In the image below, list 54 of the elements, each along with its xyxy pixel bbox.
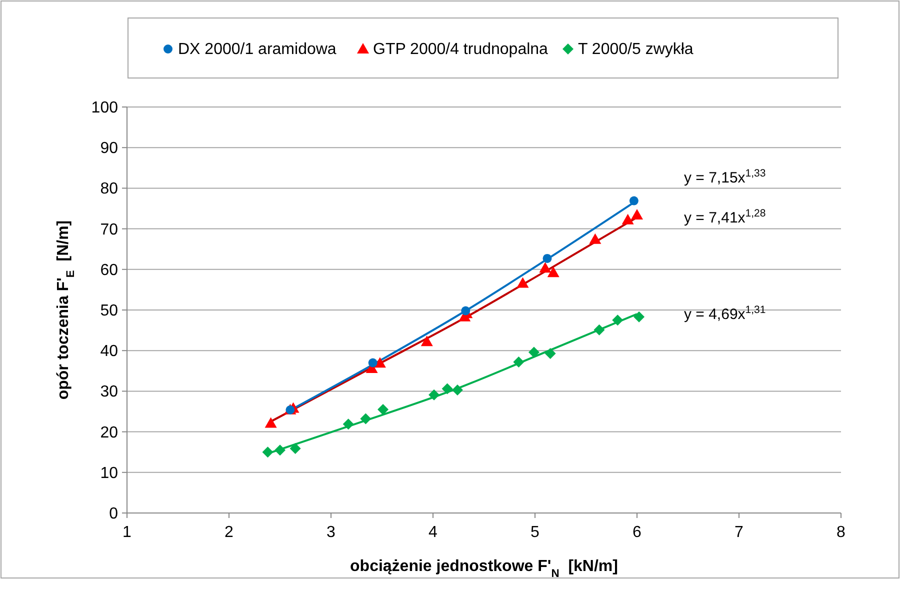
x-tick-label: 2 <box>224 524 234 541</box>
y-tick-label: 60 <box>100 262 118 279</box>
point <box>631 208 643 220</box>
y-tick-label: 40 <box>100 343 118 360</box>
x-tick-label: 3 <box>326 524 336 541</box>
point <box>544 348 556 359</box>
legend-label: T 2000/5 zwykła <box>578 41 694 58</box>
point <box>262 446 274 458</box>
point <box>539 262 552 273</box>
point <box>342 418 354 430</box>
y-tick-label: 90 <box>100 140 118 158</box>
y-tick-label: 30 <box>100 384 118 401</box>
point <box>428 389 440 400</box>
point <box>274 444 286 456</box>
point <box>374 357 386 368</box>
y-tick-label: 20 <box>100 424 118 442</box>
y-tick-label: 70 <box>100 221 118 238</box>
point <box>513 356 524 368</box>
x-tick-label: 1 <box>122 524 132 541</box>
point <box>368 358 378 368</box>
x-tick-label: 8 <box>836 524 846 541</box>
x-tick-label: 7 <box>734 524 744 541</box>
point <box>420 336 433 346</box>
point <box>528 346 540 358</box>
annotation: y = 7,15x$^{1,33}$ <box>684 167 766 186</box>
point <box>461 306 470 316</box>
x-axis-title: obciążenie jednostkowe F'$_{N}$ [kN/m] <box>350 558 618 580</box>
annotation: y = 4,69x$^{1,31}$ <box>684 304 766 324</box>
x-tick-label: 4 <box>428 524 438 541</box>
legend-label: DX 2000/1 aramidowa <box>178 41 336 58</box>
point <box>629 196 638 206</box>
point <box>378 404 389 415</box>
point <box>622 214 634 224</box>
point <box>589 233 602 244</box>
point <box>360 413 372 424</box>
annotation: y = 7,41x$^{1,28}$ <box>684 207 766 226</box>
x-tick-label: 6 <box>632 524 642 541</box>
point <box>516 277 529 288</box>
point <box>547 266 560 278</box>
legend-label: GTP 2000/4 trudnopalna <box>373 41 548 58</box>
point <box>452 384 463 396</box>
point <box>290 442 301 454</box>
point <box>542 254 552 263</box>
point <box>264 417 277 428</box>
y-tick-label: 0 <box>109 506 118 522</box>
point <box>442 383 453 394</box>
point <box>634 311 645 322</box>
y-tick-label: 10 <box>100 464 118 482</box>
x-tick-label: 5 <box>530 524 540 541</box>
y-tick-label: 80 <box>100 180 118 198</box>
point <box>594 324 605 336</box>
point <box>612 314 624 326</box>
y-tick-label: 50 <box>100 302 118 320</box>
y-tick-label: 100 <box>91 100 118 116</box>
